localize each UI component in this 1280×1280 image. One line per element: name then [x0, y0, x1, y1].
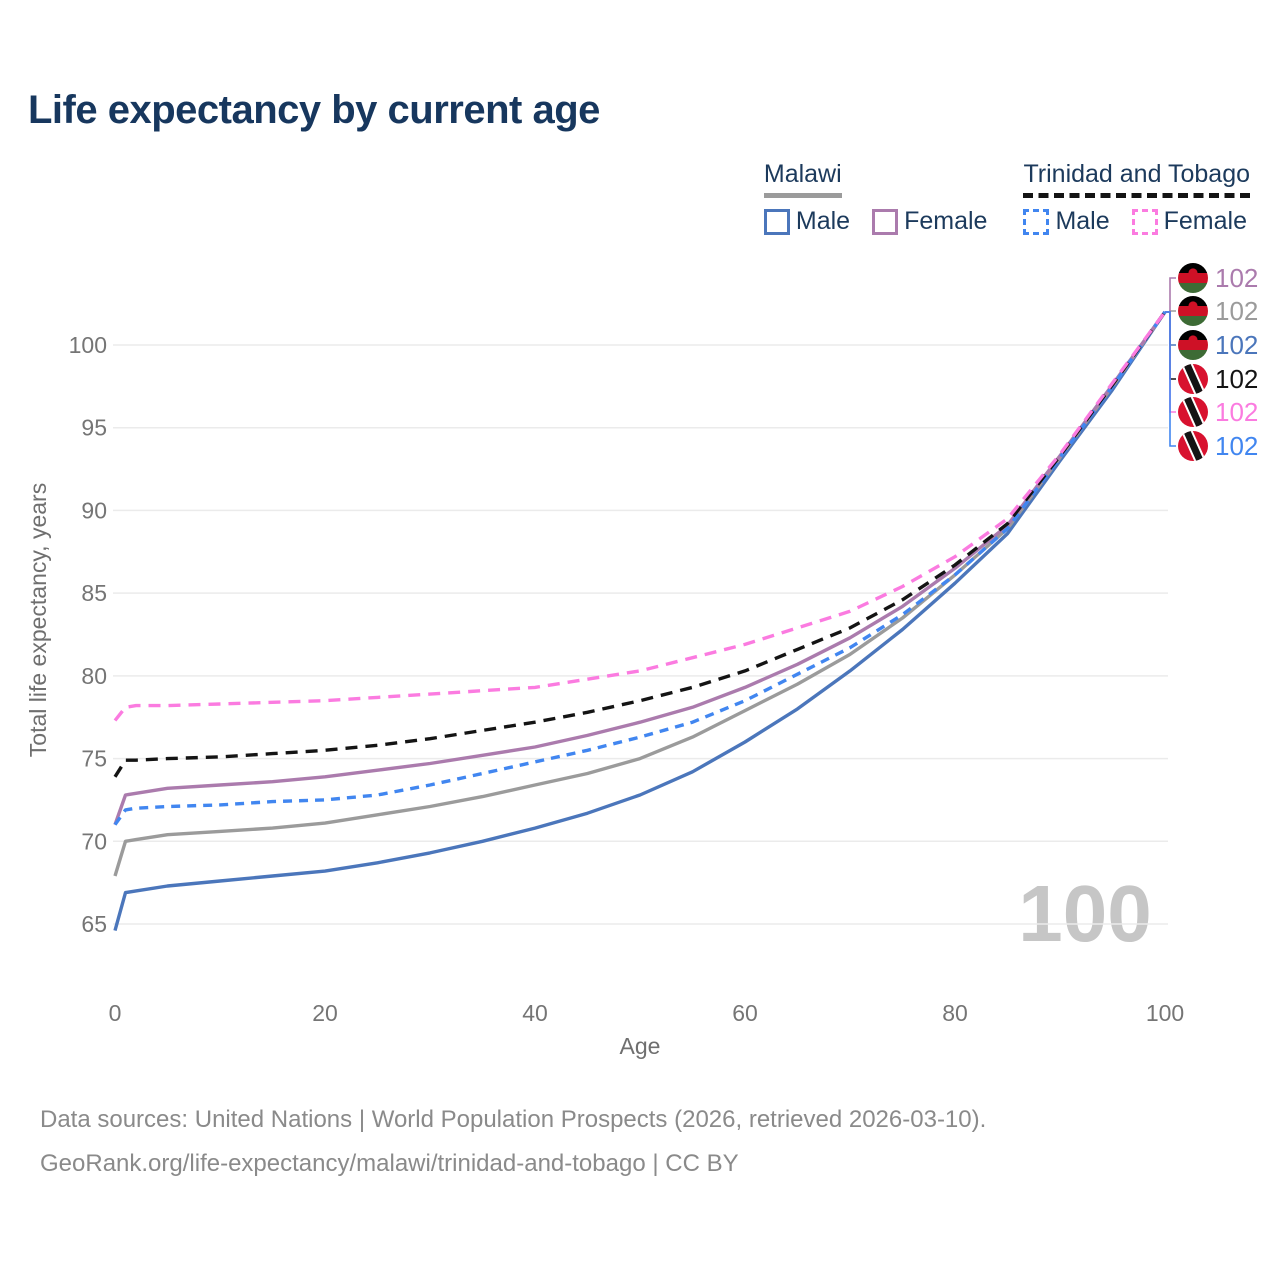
- malawi-female-swatch-icon: [872, 208, 899, 235]
- legend-group-malawi: Malawi Male Female: [763, 160, 987, 236]
- trinidad-and-tobago-flag-icon: [1178, 431, 1208, 461]
- end-label-value: 102: [1215, 431, 1259, 461]
- footer: Data sources: United Nations | World Pop…: [40, 1106, 986, 1194]
- y-tick-label: 100: [69, 332, 107, 358]
- series-end-label-malawi-male: 102: [1178, 330, 1258, 360]
- end-label-connector-malawi-female: [1165, 277, 1176, 313]
- legend-group-trinidad: Trinidad and Tobago Male Female: [1023, 160, 1250, 236]
- x-tick-label: 40: [522, 1000, 548, 1026]
- x-tick-label: 20: [312, 1000, 338, 1026]
- end-label-connector-trinidad-and-tobago-male: [1165, 311, 1176, 447]
- y-axis-label: Total life expectancy, years: [25, 483, 51, 757]
- x-tick-label: 100: [1146, 1000, 1184, 1026]
- malawi-flag-icon: [1178, 296, 1208, 326]
- legend-title-trinidad: Trinidad and Tobago: [1023, 160, 1250, 198]
- x-tick-label: 0: [109, 1000, 122, 1026]
- legend-label-trinidad-male: Male: [1055, 207, 1110, 235]
- series-line-trinidad-and-tobago-male: [113, 310, 1167, 826]
- chart: 100 65 70 75 80 85 90 95 100 0 20 40 60 80 100 Age Total…: [25, 277, 1184, 1059]
- end-label-value: 102: [1215, 296, 1259, 326]
- x-tick-label: 80: [942, 1000, 968, 1026]
- trinidad-and-tobago-flag-icon: [1178, 397, 1208, 427]
- x-tick-label: 60: [732, 1000, 758, 1026]
- legend-item-trinidad-male[interactable]: Male: [1023, 207, 1110, 236]
- y-tick-label: 65: [81, 911, 107, 937]
- series-line-trinidad-and-tobago: [113, 310, 1167, 778]
- footer-datasource: Data sources: United Nations | World Pop…: [40, 1106, 987, 1133]
- series-end-label-trinidad-and-tobago-female: 102: [1178, 397, 1258, 427]
- end-label-value: 102: [1215, 330, 1259, 360]
- y-tick-label: 80: [81, 663, 107, 689]
- trinidad-and-tobago-flag-icon: [1178, 364, 1208, 394]
- legend-label-trinidad-female: Female: [1163, 207, 1247, 235]
- y-tick-label: 95: [81, 415, 107, 441]
- series-end-label-trinidad-and-tobago-male: 102: [1178, 431, 1258, 461]
- series-line-trinidad-and-tobago-female: [113, 310, 1167, 722]
- series-end-label-trinidad-and-tobago: 102: [1178, 364, 1258, 394]
- legend: Malawi Male Female Trinidad and Tobago M…: [763, 160, 1250, 236]
- legend-item-trinidad-female[interactable]: Female: [1131, 207, 1247, 236]
- x-axis-label: Age: [620, 1033, 661, 1059]
- y-tick-label: 90: [81, 497, 107, 523]
- series-line-malawi-female: [113, 310, 1167, 826]
- malawi-flag-icon: [1178, 330, 1208, 360]
- footer-link: GeoRank.org/life-expectancy/malawi/trini…: [40, 1150, 739, 1177]
- page-title: Life expectancy by current age: [28, 88, 600, 132]
- trinidad-male-swatch-icon: [1023, 208, 1050, 235]
- y-tick-label: 75: [81, 746, 107, 772]
- legend-item-malawi-male[interactable]: Male: [763, 207, 851, 236]
- trinidad-female-swatch-icon: [1131, 208, 1158, 235]
- legend-item-malawi-female[interactable]: Female: [872, 207, 987, 236]
- end-label-value: 102: [1215, 397, 1259, 427]
- y-tick-label: 85: [81, 580, 107, 606]
- series-line-malawi: [113, 310, 1167, 877]
- end-label-value: 102: [1215, 263, 1259, 293]
- legend-label-malawi-male: Male: [795, 207, 851, 235]
- malawi-flag-icon: [1178, 263, 1208, 293]
- legend-label-malawi-female: Female: [904, 207, 988, 235]
- series-line-malawi-male: [113, 310, 1167, 932]
- current-age-watermark: 100: [1018, 869, 1151, 958]
- malawi-male-swatch-icon: [763, 208, 790, 235]
- y-tick-label: 70: [81, 828, 107, 854]
- series-end-label-malawi: 102: [1178, 296, 1258, 326]
- series-end-label-malawi-female: 102: [1178, 263, 1258, 293]
- legend-title-malawi: Malawi: [763, 160, 842, 198]
- end-label-value: 102: [1215, 364, 1259, 394]
